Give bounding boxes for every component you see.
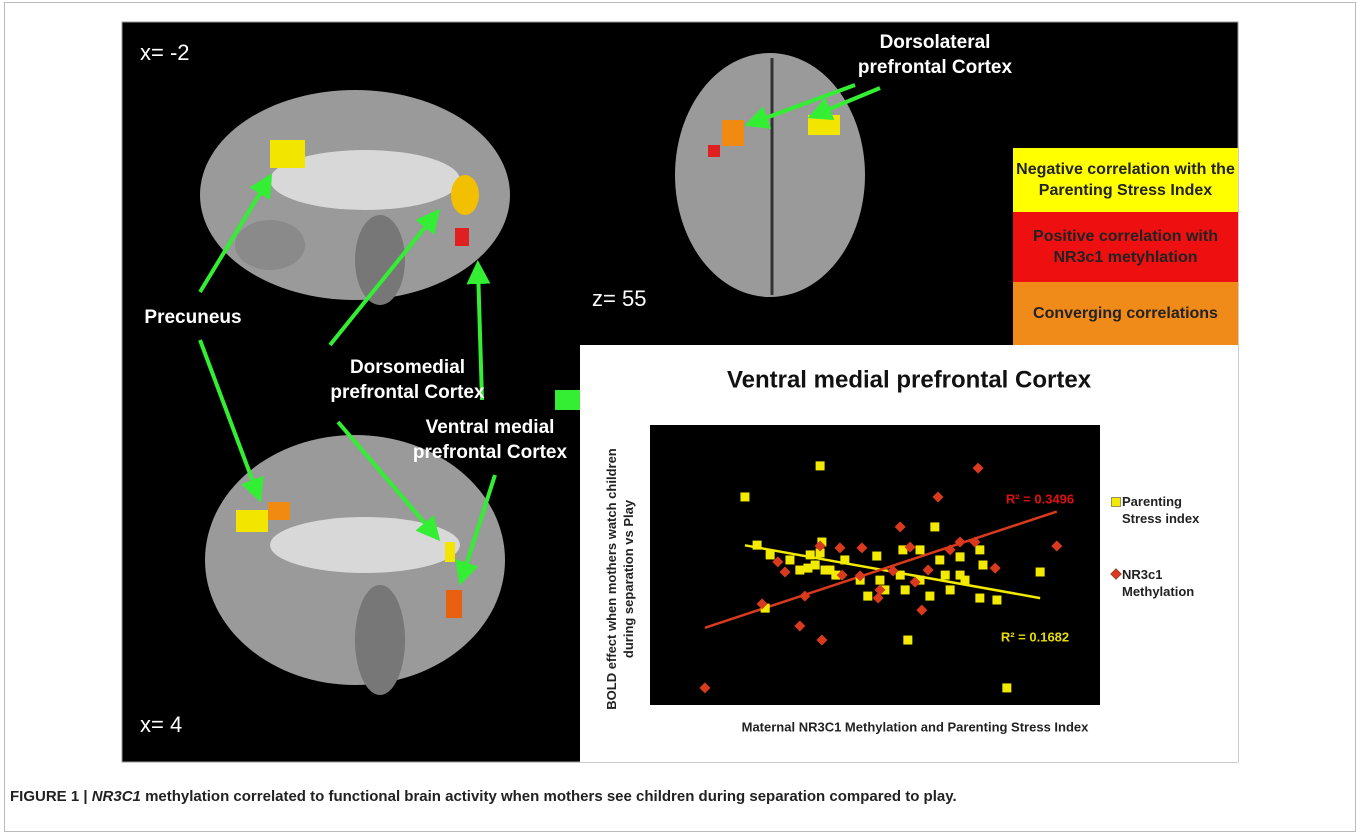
chart-title: Ventral medial prefrontal Cortex <box>727 366 1092 393</box>
legend-label: Parenting Stress index <box>1122 493 1217 527</box>
point <box>956 552 965 561</box>
point <box>992 596 1001 605</box>
legend-marker <box>1112 498 1121 507</box>
page: x= -2 x= 4 z= 55 Precuneus Dorsomedial p… <box>0 0 1360 835</box>
caption-text: methylation correlated to functional bra… <box>145 788 957 805</box>
chart: Ventral medial prefrontal Cortex Materna… <box>580 345 1238 762</box>
plot-area <box>650 425 1100 705</box>
legend-marker <box>1111 569 1122 580</box>
point <box>795 566 804 575</box>
point <box>806 550 815 559</box>
caption-label: FIGURE 1 | <box>10 788 88 805</box>
slice-label: z= 55 <box>592 286 646 311</box>
point <box>753 541 762 550</box>
region-label: Dorsomedial prefrontal Cortex <box>325 355 490 405</box>
legend-label: NR3c1 Methylation <box>1122 566 1217 600</box>
point <box>916 545 925 554</box>
point <box>903 636 912 645</box>
point <box>975 594 984 603</box>
point <box>930 522 939 531</box>
point <box>875 576 884 585</box>
point <box>816 461 825 470</box>
point <box>766 550 775 559</box>
region-label: Ventral medial prefrontal Cortex <box>400 415 580 465</box>
point <box>872 552 881 561</box>
point <box>740 492 749 501</box>
slice-label: x= -2 <box>140 40 190 65</box>
point <box>803 564 812 573</box>
key-label: Negative correlation with the Parenting … <box>1013 148 1238 212</box>
point <box>863 592 872 601</box>
brain-axial <box>675 53 865 297</box>
point <box>946 585 955 594</box>
slice-label: x= 4 <box>140 712 182 737</box>
point <box>1036 568 1045 577</box>
caption: FIGURE 1 | NR3C1 methylation correlated … <box>10 788 957 805</box>
region-label: Dorsolateral prefrontal Cortex <box>840 30 1030 80</box>
point <box>961 576 970 585</box>
point <box>979 561 988 570</box>
point <box>901 585 910 594</box>
r2-label: R² = 0.1682 <box>1001 629 1069 644</box>
y-axis-label: BOLD effect when mothers watch children … <box>603 439 637 719</box>
point <box>941 571 950 580</box>
key-label: Positive correlation with NR3c1 metyhlat… <box>1013 212 1238 282</box>
key-label: Converging correlations <box>1013 282 1238 345</box>
r2-label: R² = 0.3496 <box>1006 491 1074 506</box>
caption-gene: NR3C1 <box>92 788 141 805</box>
point <box>975 545 984 554</box>
point <box>840 555 849 564</box>
point <box>785 555 794 564</box>
point <box>925 592 934 601</box>
point <box>1002 683 1011 692</box>
point <box>935 555 944 564</box>
x-axis-label: Maternal NR3C1 Methylation and Parenting… <box>742 719 1090 734</box>
region-label: Precuneus <box>128 305 258 330</box>
